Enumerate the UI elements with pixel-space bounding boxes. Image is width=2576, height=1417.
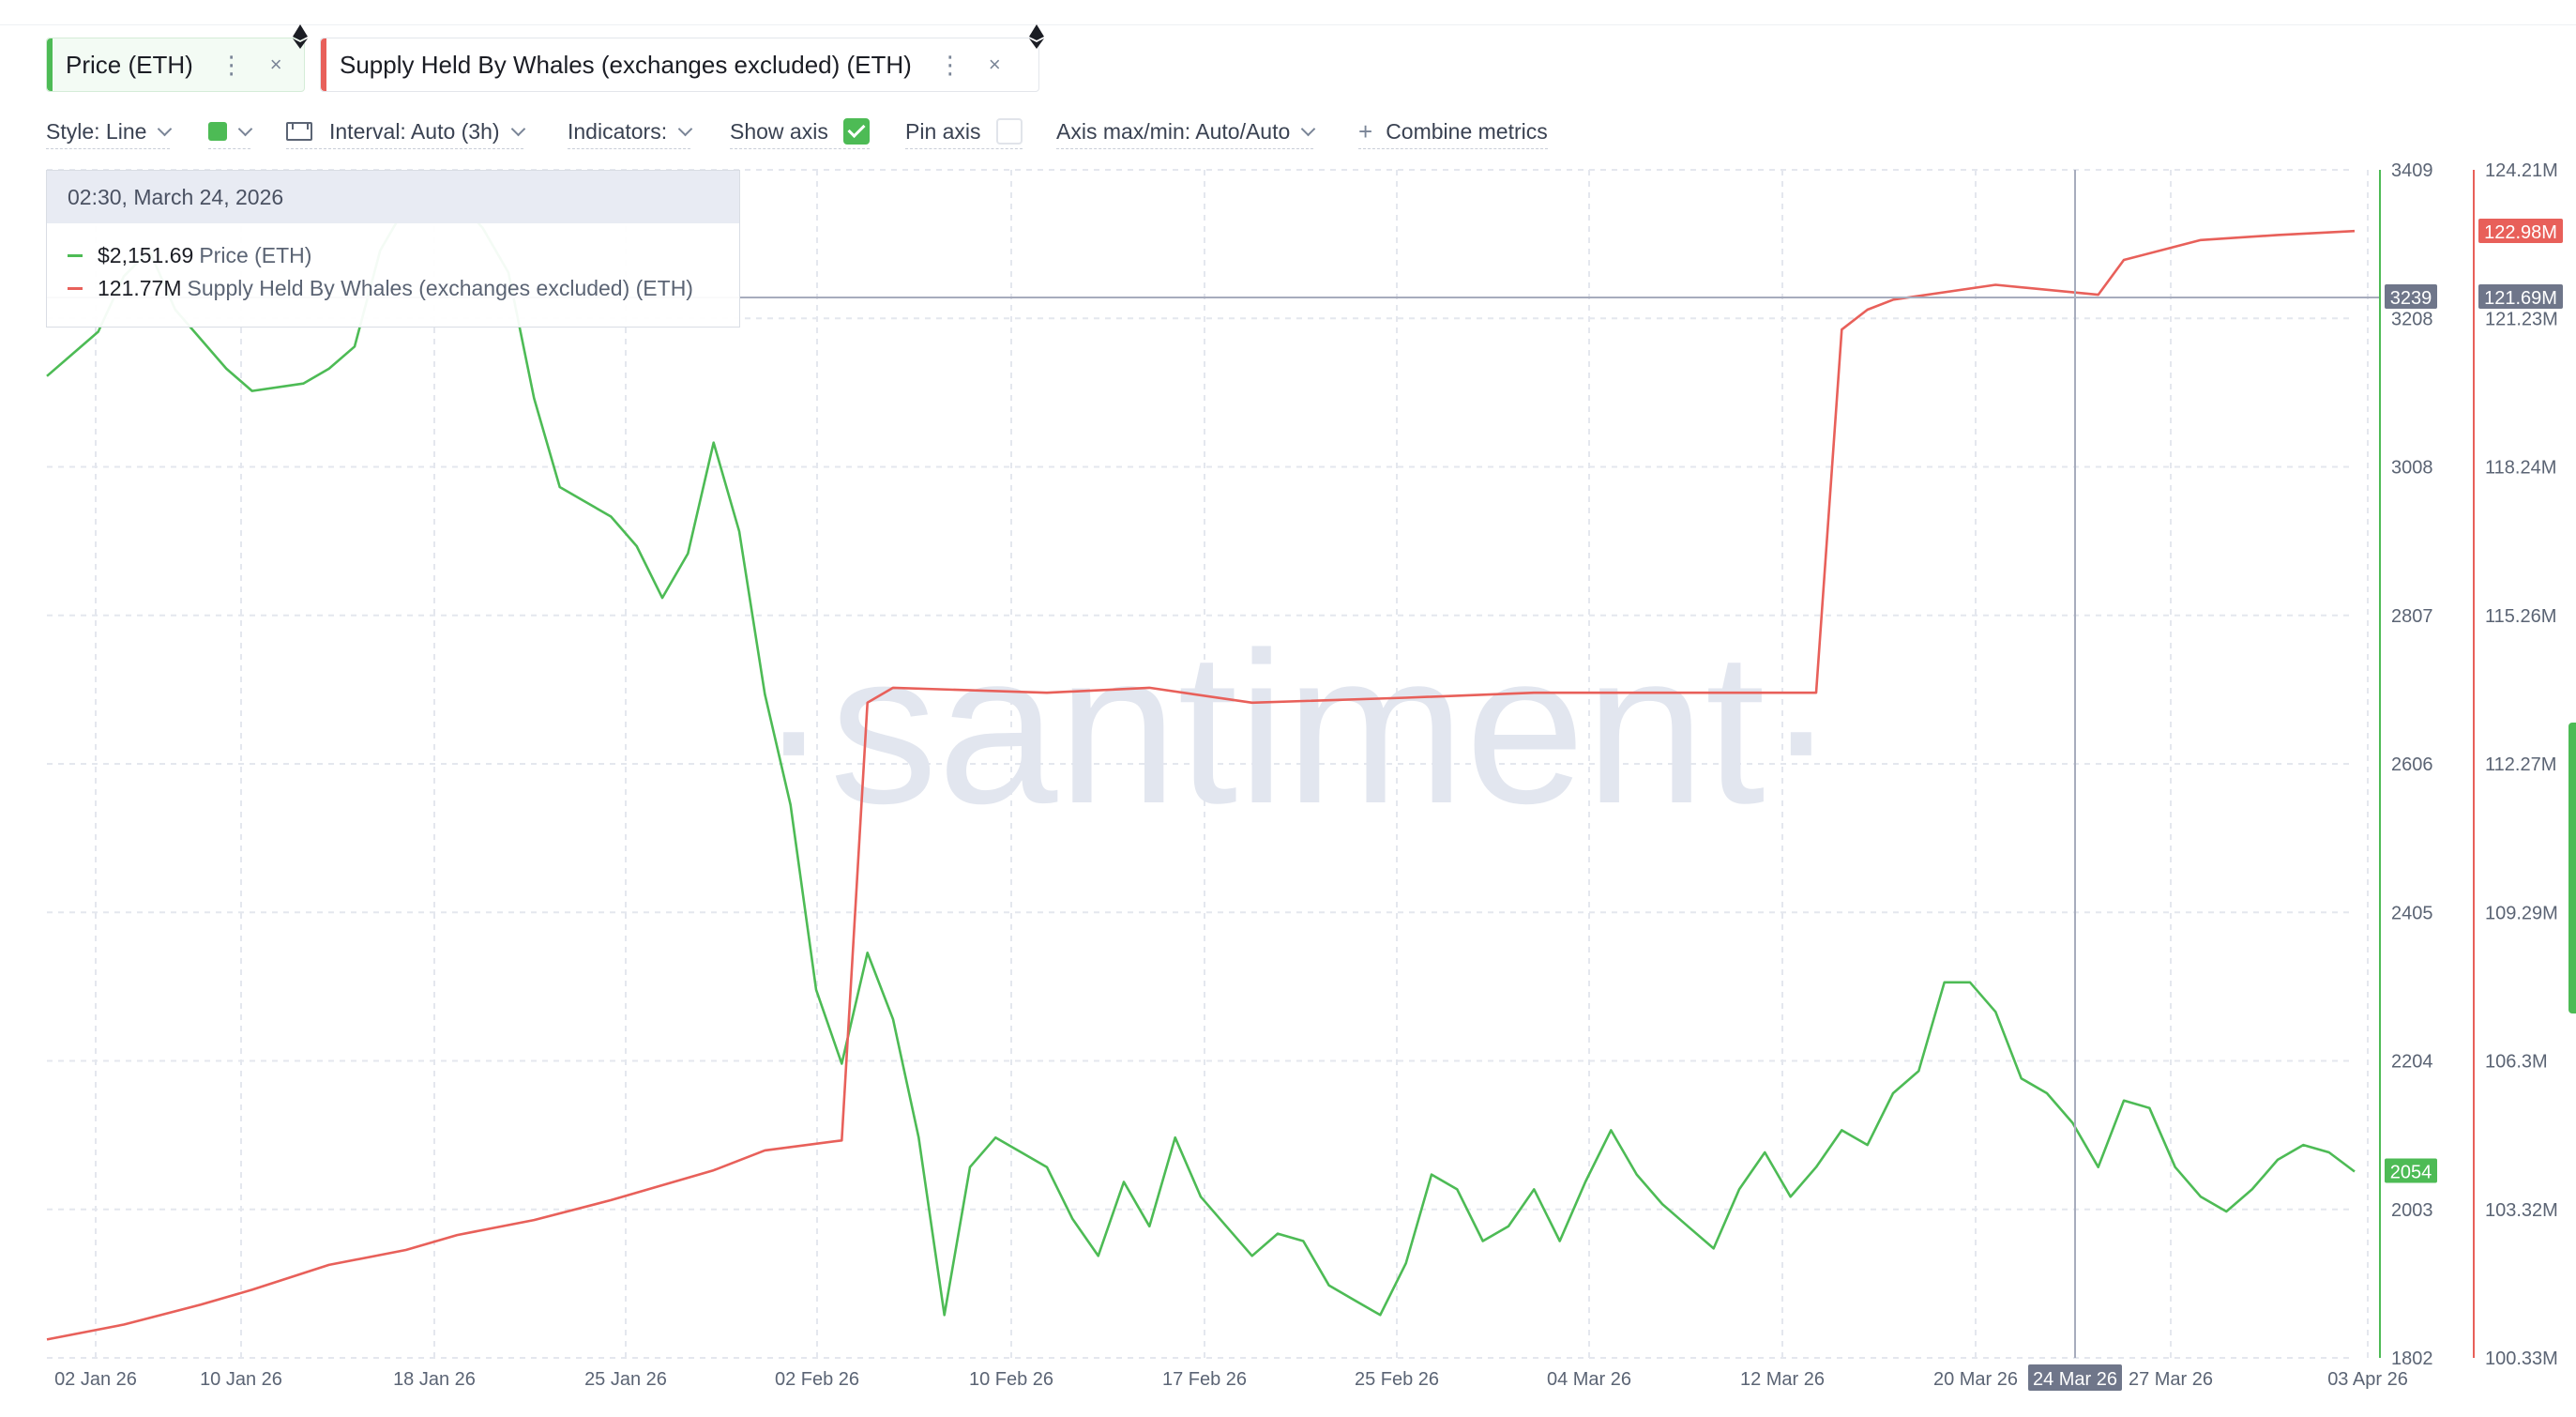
price-last-badge: 2054 <box>2390 1162 2432 1182</box>
metric-chip-label: Price (ETH) <box>66 50 193 79</box>
x-tick-label: 02 Jan 26 <box>54 1369 137 1390</box>
whale-tick-label: 112.27M <box>2485 754 2556 775</box>
whale-tick-label: 115.26M <box>2485 606 2556 627</box>
x-tick-label: 25 Jan 26 <box>584 1369 667 1390</box>
price-color-bar <box>47 38 53 91</box>
x-tick-label: 25 Feb 26 <box>1355 1369 1439 1390</box>
show-axis-toggle[interactable]: Show axis <box>730 114 870 149</box>
x-tick-label: 10 Jan 26 <box>200 1369 282 1390</box>
axis-minmax-dropdown[interactable]: Axis max/min: Auto/Auto <box>1056 114 1316 149</box>
price-crosshair-badge: 3239 <box>2390 288 2432 309</box>
ethereum-icon <box>293 24 308 49</box>
whale-tick-label: 109.29M <box>2485 903 2558 923</box>
x-tick-label: 03 Apr 26 <box>2327 1369 2408 1390</box>
x-tick-label: 18 Jan 26 <box>393 1369 476 1390</box>
whale-tick-label: 100.33M <box>2485 1348 2558 1369</box>
whale-legend-mark <box>68 287 83 290</box>
indicators-dropdown[interactable]: Indicators: <box>568 114 693 149</box>
price-last-badge-bg <box>2385 1158 2437 1183</box>
more-options-icon[interactable]: ⋮ <box>219 50 244 79</box>
ethereum-icon <box>1029 24 1044 49</box>
price-tick-label: 3208 <box>2391 309 2433 329</box>
interval-label: Interval: Auto (3h) <box>329 118 500 144</box>
tooltip-whale-name: Supply Held By Whales (exchanges exclude… <box>187 276 693 300</box>
x-tick-label: 10 Feb 26 <box>969 1369 1053 1390</box>
tooltip-price-name: Price (ETH) <box>199 243 312 267</box>
price-tick-label: 2405 <box>2391 903 2433 923</box>
combine-metrics-label: Combine metrics <box>1386 118 1548 144</box>
x-tick-label: 12 Mar 26 <box>1740 1369 1825 1390</box>
tooltip-date: 02:30, March 24, 2026 <box>47 171 739 223</box>
whale-last-badge: 122.98M <box>2484 222 2557 243</box>
pin-axis-toggle[interactable]: Pin axis <box>905 114 1023 149</box>
tooltip-price-value: $2,151.69 <box>98 243 194 267</box>
price-tick-label: 2606 <box>2391 754 2433 775</box>
x-tick-label: 02 Feb 26 <box>775 1369 859 1390</box>
price-tick-label: 2204 <box>2391 1052 2433 1073</box>
pin-axis-checkbox[interactable] <box>995 118 1023 145</box>
x-tick-label: 17 Feb 26 <box>1162 1369 1247 1390</box>
whale-tick-label: 124.21M <box>2485 160 2558 181</box>
whale-last-badge-bg <box>2478 219 2563 243</box>
side-panel-tab[interactable] <box>2568 723 2576 1013</box>
chart-tooltip: 02:30, March 24, 2026 $2,151.69 Price (E… <box>46 170 740 328</box>
x-tick-label: 20 Mar 26 <box>1933 1369 2018 1390</box>
whale-tick-label: 106.3M <box>2485 1052 2548 1073</box>
close-icon[interactable]: × <box>988 53 1001 76</box>
whale-color-bar <box>321 38 326 91</box>
whale-crosshair-badge-bg <box>2478 284 2563 309</box>
style-label: Style: Line <box>46 118 147 144</box>
crosshair-date-badge-bg <box>2028 1364 2122 1391</box>
top-divider <box>0 24 2576 25</box>
color-picker[interactable] <box>208 114 253 149</box>
tooltip-row-price: $2,151.69 Price (ETH) <box>68 243 311 268</box>
indicators-label: Indicators: <box>568 118 668 144</box>
combine-metrics-button[interactable]: + Combine metrics <box>1358 114 1548 149</box>
tooltip-whale-value: 121.77M <box>98 276 182 300</box>
tooltip-row-whales: 121.77M Supply Held By Whales (exchanges… <box>68 276 693 301</box>
whale-tick-label: 118.24M <box>2485 458 2556 479</box>
show-axis-checkbox[interactable] <box>842 118 870 145</box>
price-tick-label: 3409 <box>2391 160 2433 181</box>
crosshair-date-badge: 24 Mar 26 <box>2033 1369 2117 1390</box>
whale-tick-label: 103.32M <box>2485 1200 2558 1221</box>
close-icon[interactable]: × <box>269 53 282 76</box>
plus-icon: + <box>1358 116 1373 145</box>
show-axis-label: Show axis <box>730 118 828 144</box>
whale-crosshair-badge: 121.69M <box>2484 288 2557 309</box>
more-options-icon[interactable]: ⋮ <box>937 50 962 79</box>
metric-chip-whales[interactable]: Supply Held By Whales (exchanges exclude… <box>320 38 1039 92</box>
calendar-icon <box>286 122 312 141</box>
pin-axis-label: Pin axis <box>905 118 981 144</box>
price-crosshair-badge-bg <box>2385 284 2437 309</box>
x-tick-label: 04 Mar 26 <box>1547 1369 1631 1390</box>
interval-dropdown[interactable]: Interval: Auto (3h) <box>286 114 525 149</box>
price-tick-label: 2003 <box>2391 1200 2433 1221</box>
axis-minmax-label: Axis max/min: Auto/Auto <box>1056 118 1291 144</box>
price-tick-label: 3008 <box>2391 458 2433 479</box>
watermark: ·santiment· <box>758 607 1837 848</box>
x-tick-label: 27 Mar 26 <box>2129 1369 2213 1390</box>
price-tick-label: 1802 <box>2391 1348 2433 1369</box>
whale-tick-label: 121.23M <box>2485 309 2558 329</box>
metric-chip-price[interactable]: Price (ETH) ⋮ × <box>46 38 305 92</box>
style-dropdown[interactable]: Style: Line <box>46 114 173 149</box>
axis-labels: 02 Jan 26 10 Jan 26 18 Jan 26 25 Jan 26 02 F… <box>54 160 2563 1391</box>
price-tick-label: 2807 <box>2391 606 2433 627</box>
metric-chip-label: Supply Held By Whales (exchanges exclude… <box>340 50 912 79</box>
whale-supply-line <box>46 229 2356 1341</box>
price-legend-mark <box>68 254 83 257</box>
color-swatch <box>208 122 227 141</box>
